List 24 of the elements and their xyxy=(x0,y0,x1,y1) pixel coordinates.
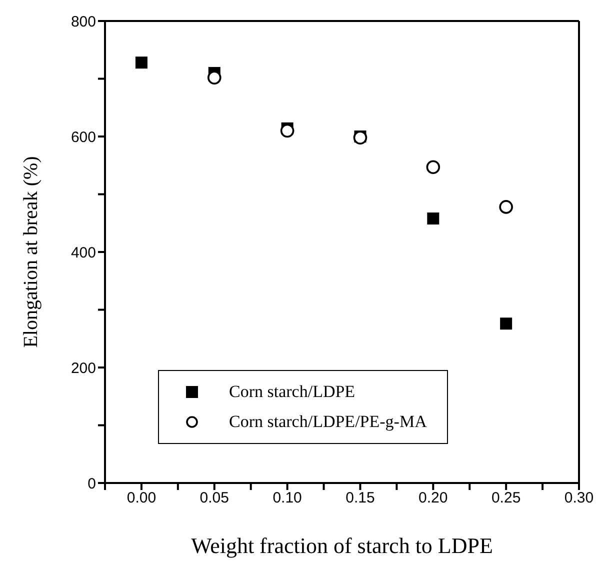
point xyxy=(426,160,440,174)
y-tick-label: 0 xyxy=(88,475,96,492)
y-tick-label: 400 xyxy=(70,244,96,262)
point xyxy=(207,70,222,84)
x-axis-title: Weight fraction of starch to LDPE xyxy=(191,533,493,558)
x-tick-label: 0.30 xyxy=(564,490,594,507)
point xyxy=(427,212,440,225)
point xyxy=(499,200,513,214)
point xyxy=(353,130,368,145)
point xyxy=(280,124,294,138)
y-tick-label: 800 xyxy=(70,13,96,30)
y-tick-label: 600 xyxy=(70,128,96,146)
x-tick-label: 0.15 xyxy=(346,490,375,507)
y-axis-title: Elongation at break (%) xyxy=(20,156,42,348)
point xyxy=(500,318,512,330)
x-tick-label: 0.25 xyxy=(491,490,521,507)
x-tick-label: 0.10 xyxy=(272,490,302,507)
y-tick-label: 200 xyxy=(70,360,96,377)
text: 0.00 xyxy=(126,490,156,507)
x-tick-label: 0.05 xyxy=(200,490,229,507)
point xyxy=(135,56,148,69)
x-tick-label: 0.20 xyxy=(418,490,448,507)
legend-label: Corn starch/LDPE/PE-g-MA xyxy=(229,412,427,432)
legend-label: Corn starch/LDPE xyxy=(229,382,356,402)
